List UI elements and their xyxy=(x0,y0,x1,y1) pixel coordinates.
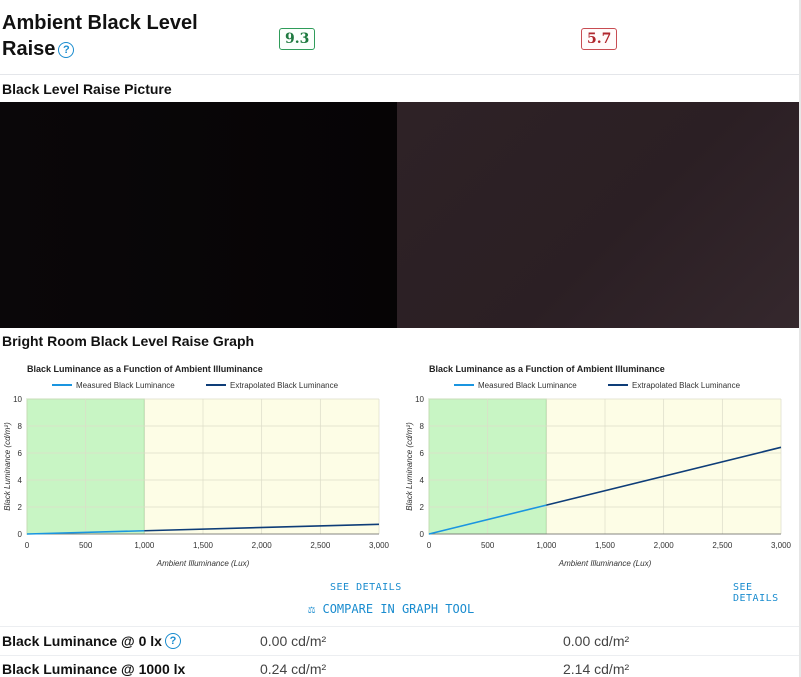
row-label-text: Black Luminance @ 0 lx xyxy=(2,633,162,649)
legend-label: Extrapolated Black Luminance xyxy=(632,381,741,390)
x-tick-label: 3,000 xyxy=(771,541,792,550)
row-value-left: 0.00 cd/m² xyxy=(260,633,327,649)
y-tick-label: 10 xyxy=(415,395,424,404)
y-tick-label: 4 xyxy=(420,476,425,485)
measured-series-line xyxy=(26,529,145,535)
y-tick-label: 10 xyxy=(13,395,22,404)
x-tick-label: 1,500 xyxy=(595,541,616,550)
x-tick-label: 500 xyxy=(481,541,495,550)
black-level-picture-left xyxy=(0,102,397,328)
x-axis-label: Ambient Illuminance (Lux) xyxy=(156,559,250,568)
row-divider xyxy=(0,655,801,656)
x-tick-label: 0 xyxy=(25,541,30,550)
y-tick-label: 6 xyxy=(18,449,23,458)
x-tick-label: 2,500 xyxy=(310,541,331,550)
black-level-picture-right xyxy=(397,102,801,328)
row-value-right: 0.00 cd/m² xyxy=(563,633,630,649)
help-icon[interactable]: ? xyxy=(58,42,75,58)
y-axis-label: Black Luminance (cd/m²) xyxy=(405,422,414,511)
row-label-black-lum-1000lx: Black Luminance @ 1000 lx xyxy=(2,661,186,677)
page-title: Ambient Black Level Raise? xyxy=(2,10,212,62)
picture-section-title: Black Level Raise Picture xyxy=(2,81,172,97)
chart-title: Black Luminance as a Function of Ambient… xyxy=(27,364,263,374)
black-luminance-chart-left: Black Luminance as a Function of Ambient… xyxy=(3,364,390,568)
extrapolated-series-line xyxy=(144,523,380,532)
y-tick-label: 2 xyxy=(420,503,425,512)
y-tick-label: 6 xyxy=(420,449,425,458)
y-tick-label: 2 xyxy=(18,503,23,512)
title-text: Ambient Black Level Raise xyxy=(2,12,198,60)
compare-label: COMPARE IN GRAPH TOOL xyxy=(322,602,475,616)
x-tick-label: 2,000 xyxy=(654,541,675,550)
x-tick-label: 1,500 xyxy=(193,541,214,550)
score-badge-left: 9.3 xyxy=(279,28,316,50)
x-tick-label: 2,500 xyxy=(712,541,733,550)
help-icon[interactable]: ? xyxy=(164,633,181,649)
measured-series-line xyxy=(428,504,547,535)
x-tick-label: 2,000 xyxy=(252,541,273,550)
x-tick-label: 3,000 xyxy=(369,541,390,550)
x-axis-label: Ambient Illuminance (Lux) xyxy=(558,559,652,568)
x-tick-label: 500 xyxy=(79,541,93,550)
row-divider xyxy=(0,626,801,627)
y-tick-label: 4 xyxy=(18,476,23,485)
score-badge-right: 5.7 xyxy=(581,28,618,50)
y-tick-label: 8 xyxy=(420,422,425,431)
y-tick-label: 0 xyxy=(18,530,23,539)
row-value-left: 0.24 cd/m² xyxy=(260,661,327,677)
legend-label: Extrapolated Black Luminance xyxy=(230,381,339,390)
graph-section-title: Bright Room Black Level Raise Graph xyxy=(2,333,255,349)
see-details-link-left[interactable]: SEE DETAILS xyxy=(330,582,402,593)
scrollbar[interactable] xyxy=(799,0,801,677)
black-luminance-chart-right: Black Luminance as a Function of Ambient… xyxy=(405,364,792,568)
x-tick-label: 1,000 xyxy=(536,541,557,550)
row-value-right: 2.14 cd/m² xyxy=(563,661,630,677)
y-axis-label: Black Luminance (cd/m²) xyxy=(3,422,12,511)
y-tick-label: 8 xyxy=(18,422,23,431)
row-label-black-lum-0lx: Black Luminance @ 0 lx? xyxy=(2,633,181,649)
legend-label: Measured Black Luminance xyxy=(76,381,175,390)
extrapolated-series-line xyxy=(546,446,782,506)
see-details-link-right[interactable]: SEE DETAILS xyxy=(733,582,779,604)
compare-in-graph-tool-link[interactable]: ⚖ COMPARE IN GRAPH TOOL xyxy=(308,602,474,616)
scale-icon: ⚖ xyxy=(308,602,316,616)
x-tick-label: 1,000 xyxy=(134,541,155,550)
x-tick-label: 0 xyxy=(427,541,432,550)
score-header xyxy=(0,0,801,75)
legend-label: Measured Black Luminance xyxy=(478,381,577,390)
chart-title: Black Luminance as a Function of Ambient… xyxy=(429,364,665,374)
y-tick-label: 0 xyxy=(420,530,425,539)
